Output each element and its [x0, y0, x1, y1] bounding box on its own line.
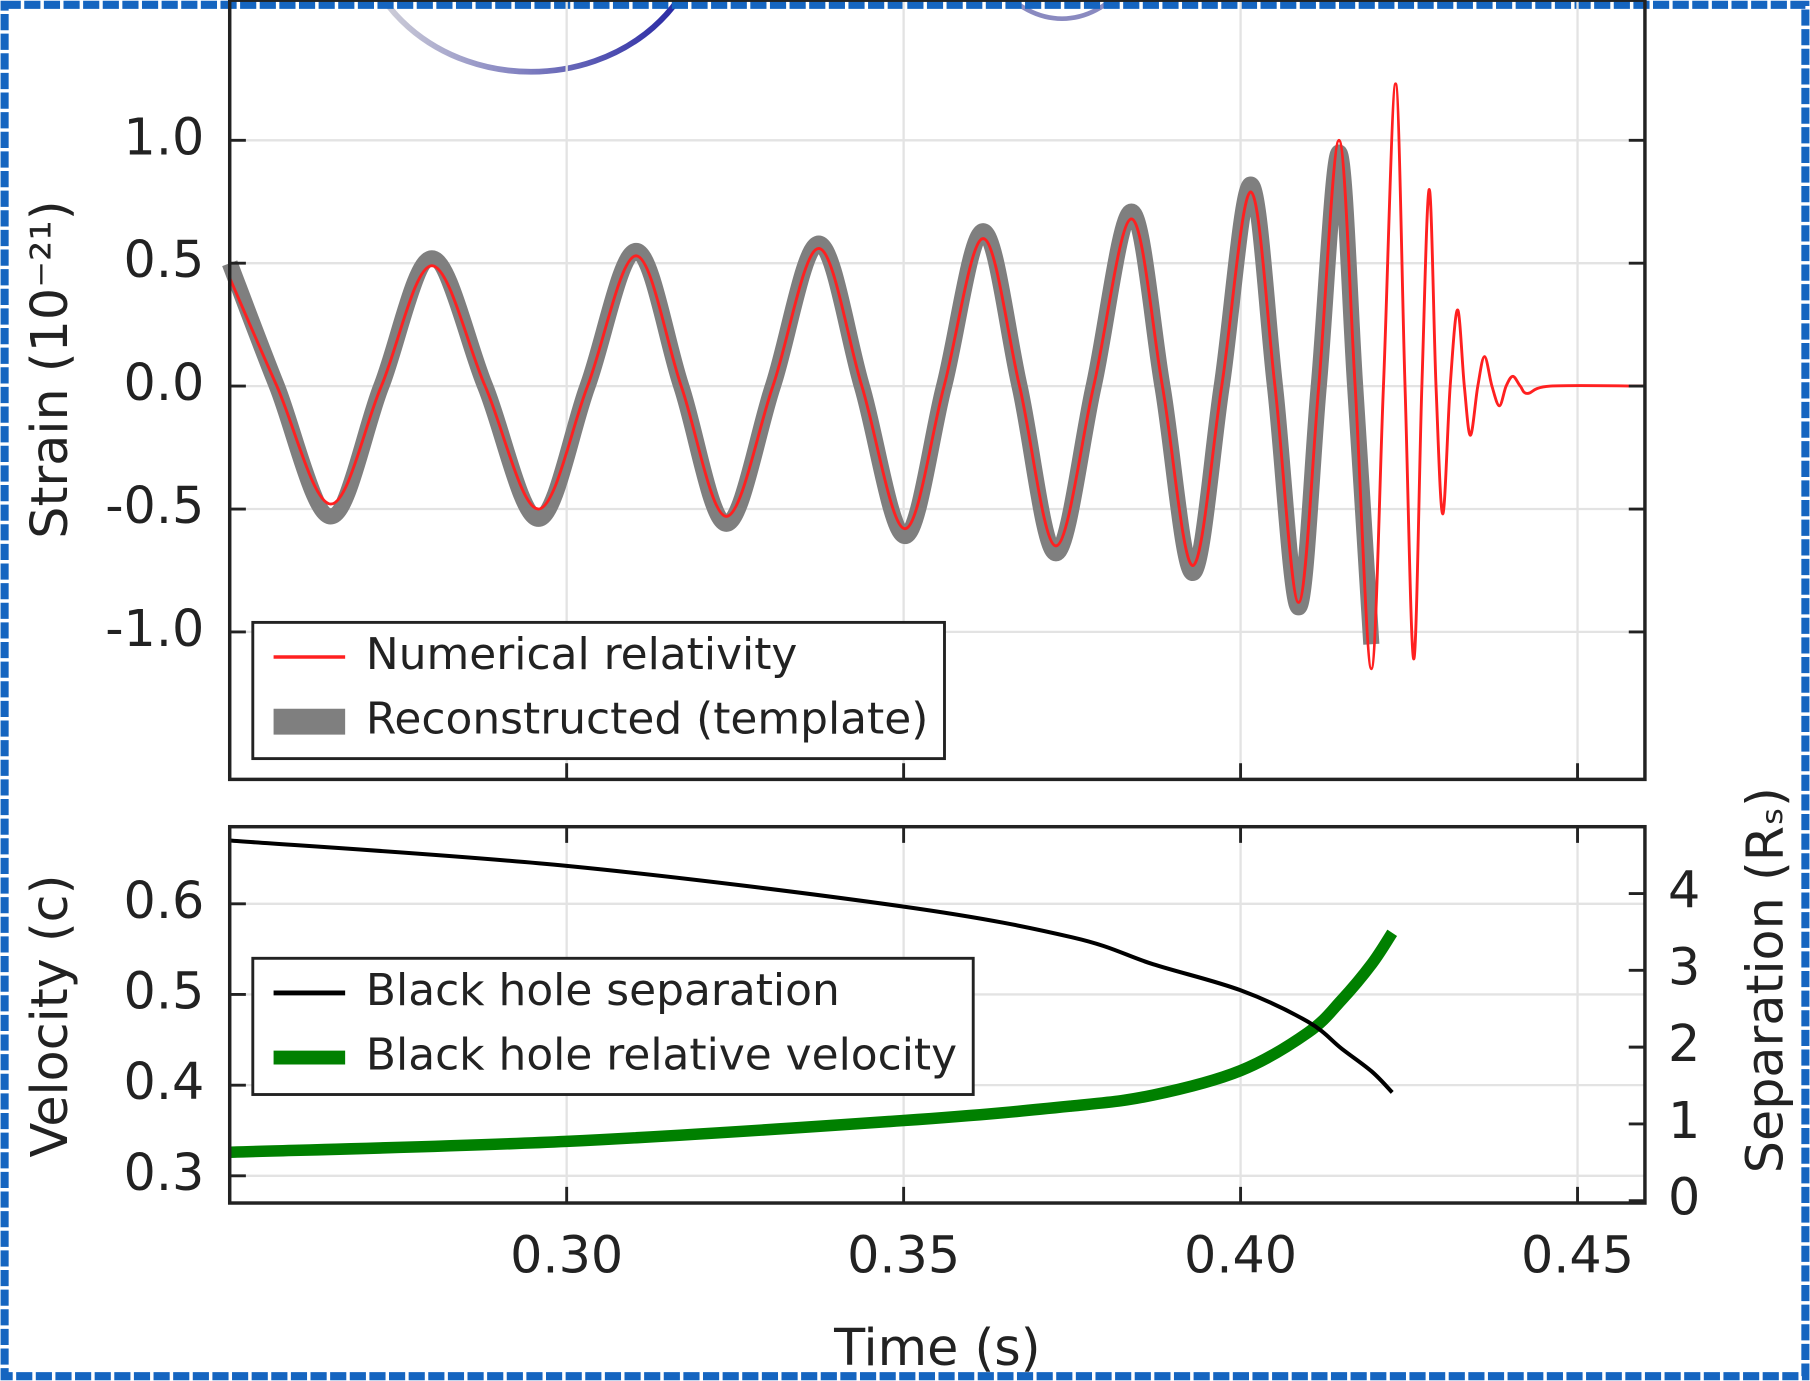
series-line [228, 82, 1645, 671]
x-tick-label: 0.45 [1521, 1225, 1634, 1284]
legend: Numerical relativity Reconstructed (templ… [251, 620, 946, 761]
y-axis-label: Velocity (c) [20, 875, 79, 1158]
y2-tick-label: 3 [1668, 937, 1700, 996]
legend: Black hole separation Black hole relative… [251, 956, 975, 1096]
y-tick-label: -0.5 [105, 476, 204, 535]
y2-axis-label: Separation (Rₛ) [1735, 787, 1794, 1173]
x-tick-label: 0.40 [1184, 1225, 1297, 1284]
legend-label: Numerical relativity [366, 629, 797, 680]
legend-box [251, 620, 946, 761]
y-tick-label: 0.5 [124, 230, 205, 289]
legend-label: Black hole relative velocity [366, 1030, 957, 1081]
legend-label: Reconstructed (template) [366, 694, 928, 745]
y-tick-label: 0.4 [124, 1052, 205, 1111]
legend-box [251, 956, 975, 1096]
y-tick-label: 0.3 [124, 1143, 205, 1202]
y2-tick-label: 2 [1668, 1014, 1700, 1073]
y-axis-label: Strain (10⁻²¹) [20, 200, 79, 538]
orbit-illustration [1009, 0, 1115, 21]
x-axis-label: Time (s) [833, 1318, 1040, 1377]
plot-frame [227, 824, 1647, 1205]
plot-frame [227, 0, 1647, 782]
y-tick-label: 0.5 [124, 961, 205, 1020]
orbit-illustration [380, 0, 682, 75]
y-tick-label: 1.0 [124, 107, 205, 166]
y-tick-label: -1.0 [105, 599, 204, 658]
y2-tick-label: 4 [1668, 861, 1700, 920]
y-tick-label: 0.6 [124, 871, 205, 930]
y-tick-label: 0.0 [124, 353, 205, 412]
plot-area [222, 0, 1647, 782]
series-line [229, 838, 1394, 1094]
legend-label: Black hole separation [366, 965, 840, 1016]
x-tick-label: 0.35 [847, 1225, 960, 1284]
x-tick-label: 0.30 [510, 1225, 623, 1284]
series-line [229, 929, 1398, 1159]
y2-tick-label: 0 [1668, 1168, 1700, 1227]
y2-tick-label: 1 [1668, 1091, 1700, 1150]
